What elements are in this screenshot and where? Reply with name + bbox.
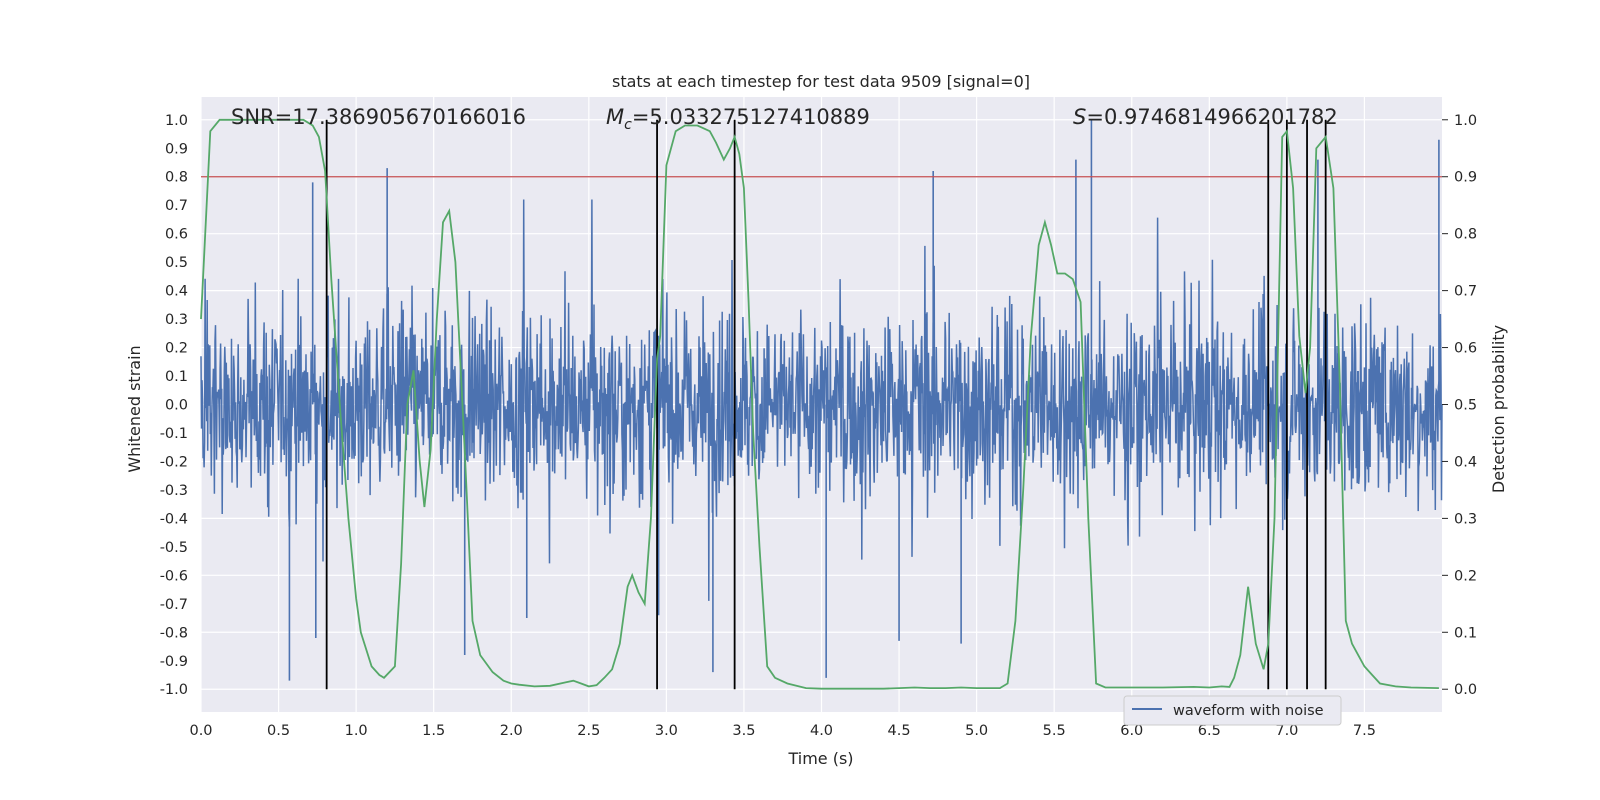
legend-box bbox=[1123, 695, 1342, 726]
y-left-tick-label: 0.1 bbox=[165, 369, 188, 385]
x-axis-ticks: 0.0 0.5 1.0 1.5 2.0 2.5 3.0 3.5 4.0 4.5 5.0 5.5 6.0 6… bbox=[189, 723, 1376, 739]
y-right-tick-label: 0.0 bbox=[1454, 682, 1477, 698]
chart-title: stats at each timestep for test data 950… bbox=[612, 72, 1030, 91]
chirp-mass-value: =5.033275127410889 bbox=[632, 105, 870, 129]
y-left-tick-label: -0.2 bbox=[160, 454, 188, 470]
y-axis-label-left: Whitened strain bbox=[125, 345, 144, 472]
s-value: =0.9746814966201782 bbox=[1086, 105, 1337, 129]
y-right-tick-label: 0.7 bbox=[1454, 284, 1477, 300]
y-left-tick-label: 0.4 bbox=[165, 284, 188, 300]
y-axis-label-right: Detection probability bbox=[1489, 325, 1508, 493]
s-annotation: S=0.9746814966201782 bbox=[1073, 105, 1338, 129]
y-left-tick-label: 0.6 bbox=[165, 227, 188, 243]
y-left-tick-label: 0.3 bbox=[165, 312, 188, 328]
x-tick-label: 7.5 bbox=[1353, 723, 1376, 739]
x-tick-label: 3.0 bbox=[655, 723, 678, 739]
y-right-tick-label: 0.5 bbox=[1454, 398, 1477, 414]
x-tick-label: 5.5 bbox=[1043, 723, 1066, 739]
x-tick-label: 7.0 bbox=[1275, 723, 1298, 739]
y-left-tick-label: 0.7 bbox=[165, 198, 188, 214]
x-tick-label: 2.0 bbox=[500, 723, 523, 739]
y-left-tick-label: 0.9 bbox=[165, 141, 188, 157]
x-tick-label: 1.0 bbox=[345, 723, 368, 739]
y-left-tick-label: -1.0 bbox=[160, 682, 188, 698]
x-tick-label: 5.0 bbox=[965, 723, 988, 739]
x-tick-label: 3.5 bbox=[732, 723, 755, 739]
y-left-tick-label: -0.9 bbox=[160, 654, 188, 670]
x-tick-label: 4.5 bbox=[888, 723, 911, 739]
y-left-tick-label: -0.4 bbox=[160, 511, 188, 527]
y-left-tick-label: 0.2 bbox=[165, 341, 188, 357]
chirp-mass-annotation: Mc=5.033275127410889 bbox=[606, 105, 870, 133]
y-right-tick-label: 0.8 bbox=[1454, 227, 1477, 243]
x-axis-label: Time (s) bbox=[787, 749, 853, 768]
left-axis-ticks: 1.0 0.9 0.8 0.7 0.6 0.5 0.4 0.3 0.2 0.1 0.0 -0.1 -0.… bbox=[160, 113, 188, 698]
snr-annotation: SNR=17.386905670166016 bbox=[231, 105, 526, 129]
chirp-mass-symbol: M bbox=[606, 105, 624, 129]
x-tick-label: 0.0 bbox=[189, 723, 212, 739]
waveform-line bbox=[200, 199, 1443, 601]
legend: waveform with noise bbox=[1123, 695, 1342, 726]
x-tick-label: 0.5 bbox=[267, 723, 290, 739]
waveform-series bbox=[200, 119, 1443, 681]
s-symbol: S bbox=[1073, 105, 1086, 129]
y-left-tick-label: -0.6 bbox=[160, 568, 188, 584]
y-left-tick-label: 0.0 bbox=[165, 398, 188, 414]
y-left-tick-label: -0.8 bbox=[160, 625, 188, 641]
y-left-tick-label: -0.5 bbox=[160, 540, 188, 556]
x-tick-label: 6.5 bbox=[1198, 723, 1221, 739]
x-tick-label: 6.0 bbox=[1120, 723, 1143, 739]
chirp-mass-subscript: c bbox=[624, 117, 632, 133]
y-right-tick-label: 0.3 bbox=[1454, 511, 1477, 527]
y-right-tick-label: 0.1 bbox=[1454, 625, 1477, 641]
y-left-tick-label: -0.1 bbox=[160, 426, 188, 442]
y-right-tick-label: 0.9 bbox=[1454, 170, 1477, 186]
x-tick-label: 1.5 bbox=[422, 723, 445, 739]
y-left-tick-label: 0.5 bbox=[165, 255, 188, 271]
x-tick-label: 2.5 bbox=[577, 723, 600, 739]
detection-probability-line bbox=[200, 118, 1439, 690]
y-left-tick-label: 1.0 bbox=[165, 113, 188, 129]
y-right-tick-label: 1.0 bbox=[1454, 113, 1477, 129]
y-right-tick-label: 0.2 bbox=[1454, 568, 1477, 584]
vertical-markers bbox=[325, 119, 1327, 690]
y-left-tick-label: -0.3 bbox=[160, 483, 188, 499]
y-right-tick-label: 0.6 bbox=[1454, 341, 1477, 357]
y-left-tick-label: -0.7 bbox=[160, 597, 188, 613]
legend-label: waveform with noise bbox=[1173, 703, 1324, 719]
right-axis-ticks: 1.0 0.9 0.8 0.7 0.6 0.5 0.4 0.3 0.2 0.1 0.0 bbox=[1442, 113, 1477, 698]
x-tick-label: 4.0 bbox=[810, 723, 833, 739]
y-left-tick-label: 0.8 bbox=[165, 170, 188, 186]
y-right-tick-label: 0.4 bbox=[1454, 454, 1477, 470]
